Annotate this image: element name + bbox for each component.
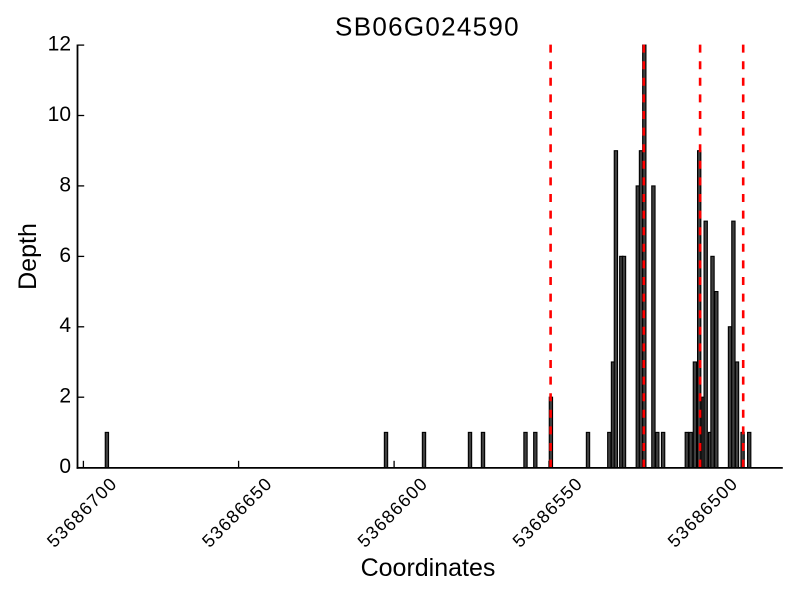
- svg-text:10: 10: [48, 103, 71, 126]
- svg-text:0: 0: [59, 455, 71, 478]
- svg-text:12: 12: [48, 33, 71, 56]
- svg-text:Depth: Depth: [14, 223, 42, 290]
- svg-text:Coordinates: Coordinates: [361, 554, 496, 582]
- svg-text:4: 4: [59, 314, 71, 337]
- svg-text:6: 6: [59, 244, 71, 267]
- svg-text:2: 2: [59, 385, 71, 408]
- svg-text:SB06G024590: SB06G024590: [335, 12, 520, 42]
- svg-text:8: 8: [59, 173, 71, 196]
